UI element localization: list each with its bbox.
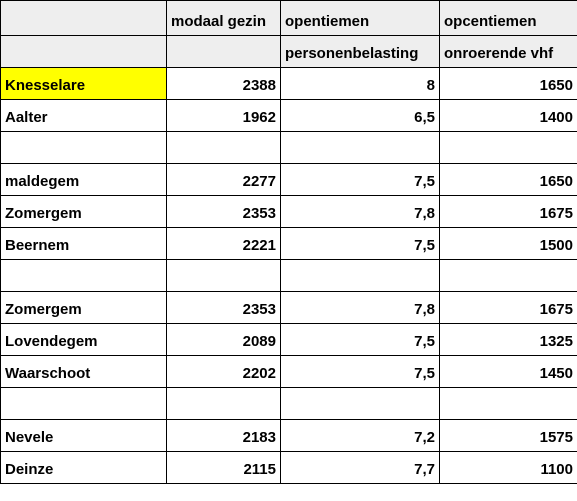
cell-personenbelasting[interactable]: 7,5 [280, 355, 440, 388]
table-row [0, 131, 577, 164]
cell-municipality[interactable]: Aalter [0, 99, 167, 132]
table-row: Zomergem 2353 7,8 1675 [0, 195, 577, 228]
cell-municipality[interactable]: Waarschoot [0, 355, 167, 388]
cell-municipality[interactable]: Zomergem [0, 195, 167, 228]
cell-onroerende-vhf[interactable] [439, 259, 577, 292]
table-row [0, 259, 577, 292]
cell-municipality[interactable]: Beernem [0, 227, 167, 260]
cell-personenbelasting[interactable]: 7,8 [280, 291, 440, 324]
table-row: Nevele 2183 7,2 1575 [0, 419, 577, 452]
cell-onroerende-vhf[interactable] [439, 131, 577, 164]
cell-modaal-gezin[interactable] [166, 131, 281, 164]
cell-onroerende-vhf[interactable]: 1650 [439, 67, 577, 100]
table-row: Aalter 1962 6,5 1400 [0, 99, 577, 132]
cell-onroerende-vhf[interactable]: 1100 [439, 451, 577, 484]
cell-onroerende-vhf[interactable]: 1400 [439, 99, 577, 132]
table-row: Beernem 2221 7,5 1500 [0, 227, 577, 260]
cell-personenbelasting[interactable]: 7,5 [280, 323, 440, 356]
cell-personenbelasting[interactable]: 7,7 [280, 451, 440, 484]
cell-onroerende-vhf[interactable]: 1650 [439, 163, 577, 196]
cell-personenbelasting[interactable] [280, 131, 440, 164]
cell-modaal-gezin[interactable]: 2115 [166, 451, 281, 484]
cell-modaal-gezin[interactable]: 2089 [166, 323, 281, 356]
cell-modaal-gezin[interactable]: 2183 [166, 419, 281, 452]
header-cell-personenbelasting[interactable]: personenbelasting [280, 35, 440, 68]
header-row-1: modaal gezin opentiemen opcentiemen [0, 0, 577, 36]
cell-personenbelasting[interactable]: 7,5 [280, 163, 440, 196]
cell-municipality[interactable]: Deinze [0, 451, 167, 484]
table-row: Zomergem 2353 7,8 1675 [0, 291, 577, 324]
cell-municipality[interactable]: Knesselare [0, 67, 167, 100]
cell-municipality[interactable]: Zomergem [0, 291, 167, 324]
cell-personenbelasting[interactable]: 7,8 [280, 195, 440, 228]
header-cell-opcentiemen[interactable]: opcentiemen [439, 0, 577, 36]
header-cell-modaal-gezin[interactable]: modaal gezin [166, 0, 281, 36]
data-table: modaal gezin opentiemen opcentiemen pers… [0, 0, 577, 484]
table-row: maldegem 2277 7,5 1650 [0, 163, 577, 196]
table-row: Knesselare 2388 8 1650 [0, 67, 577, 100]
cell-modaal-gezin[interactable]: 1962 [166, 99, 281, 132]
table-row: Waarschoot 2202 7,5 1450 [0, 355, 577, 388]
cell-onroerende-vhf[interactable]: 1450 [439, 355, 577, 388]
cell-personenbelasting[interactable]: 6,5 [280, 99, 440, 132]
cell-modaal-gezin[interactable]: 2353 [166, 291, 281, 324]
cell-municipality[interactable] [0, 259, 167, 292]
cell-personenbelasting[interactable] [280, 387, 440, 420]
cell-modaal-gezin[interactable]: 2353 [166, 195, 281, 228]
cell-modaal-gezin[interactable] [166, 387, 281, 420]
cell-municipality[interactable]: Nevele [0, 419, 167, 452]
header-cell[interactable] [166, 35, 281, 68]
cell-onroerende-vhf[interactable]: 1675 [439, 195, 577, 228]
table-row [0, 387, 577, 420]
header-cell-opentiemen[interactable]: opentiemen [280, 0, 440, 36]
header-cell-onroerende-vhf[interactable]: onroerende vhf [439, 35, 577, 68]
header-cell[interactable] [0, 0, 167, 36]
cell-onroerende-vhf[interactable]: 1575 [439, 419, 577, 452]
cell-modaal-gezin[interactable]: 2202 [166, 355, 281, 388]
cell-onroerende-vhf[interactable] [439, 387, 577, 420]
cell-municipality[interactable] [0, 387, 167, 420]
table-row: Deinze 2115 7,7 1100 [0, 451, 577, 484]
header-cell[interactable] [0, 35, 167, 68]
cell-personenbelasting[interactable] [280, 259, 440, 292]
header-row-2: personenbelasting onroerende vhf [0, 35, 577, 68]
cell-modaal-gezin[interactable]: 2221 [166, 227, 281, 260]
cell-personenbelasting[interactable]: 7,5 [280, 227, 440, 260]
table-row: Lovendegem 2089 7,5 1325 [0, 323, 577, 356]
cell-personenbelasting[interactable]: 8 [280, 67, 440, 100]
cell-onroerende-vhf[interactable]: 1500 [439, 227, 577, 260]
cell-modaal-gezin[interactable]: 2277 [166, 163, 281, 196]
cell-municipality[interactable] [0, 131, 167, 164]
cell-municipality[interactable]: Lovendegem [0, 323, 167, 356]
cell-municipality[interactable]: maldegem [0, 163, 167, 196]
cell-onroerende-vhf[interactable]: 1325 [439, 323, 577, 356]
cell-modaal-gezin[interactable]: 2388 [166, 67, 281, 100]
cell-personenbelasting[interactable]: 7,2 [280, 419, 440, 452]
cell-onroerende-vhf[interactable]: 1675 [439, 291, 577, 324]
cell-modaal-gezin[interactable] [166, 259, 281, 292]
